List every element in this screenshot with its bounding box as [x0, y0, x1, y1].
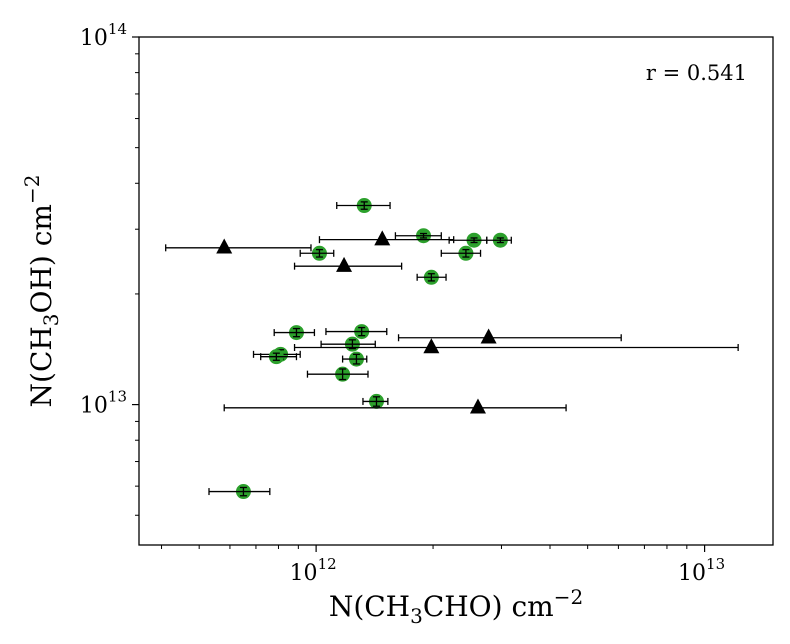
- y-axis-title-mid: OH) cm: [25, 204, 58, 313]
- detection-point: [394, 228, 442, 244]
- detection-point: [440, 245, 482, 261]
- x-axis-title-sup: −2: [554, 585, 583, 609]
- y-axis-title: N(CH3OH) cm−2: [20, 175, 63, 408]
- detection-point: [448, 232, 488, 248]
- point-marker: [423, 338, 440, 354]
- y-tick-label-exponent: 14: [108, 20, 127, 38]
- detection-point: [299, 245, 335, 261]
- plot-frame: [138, 36, 774, 546]
- x-tick-label-base: 10: [678, 561, 706, 586]
- point-marker: [480, 328, 497, 344]
- x-axis-title-sub: 3: [410, 604, 423, 628]
- x-axis-title: N(CH3CHO) cm−2: [329, 585, 583, 628]
- plot-area: [165, 198, 739, 500]
- x-tick-label-exponent: 12: [318, 555, 337, 573]
- y-axis-title-sup: −2: [20, 175, 44, 204]
- y-tick-label-exponent: 13: [108, 388, 127, 406]
- x-tick-label: 1013: [678, 555, 725, 586]
- upper-limit-point: [318, 230, 455, 246]
- detection-point: [486, 232, 512, 248]
- y-axis-title-pre: N(CH: [25, 326, 58, 407]
- x-axis-title-pre: N(CH: [329, 590, 410, 623]
- y-tick-label: 1014: [80, 20, 127, 51]
- detection-point: [320, 336, 376, 352]
- point-marker: [336, 256, 353, 272]
- correlation-annotation: r = 0.541: [646, 61, 747, 85]
- upper-limit-point: [223, 398, 567, 414]
- y-axis-title-sub: 3: [39, 313, 63, 326]
- detection-point: [273, 325, 316, 341]
- x-axis-title-mid: CHO) cm: [423, 590, 554, 623]
- point-marker: [374, 230, 391, 246]
- upper-limit-point: [165, 238, 312, 254]
- detection-point: [260, 349, 298, 365]
- point-marker: [469, 398, 486, 414]
- upper-limit-point: [293, 256, 403, 272]
- upper-limit-point: [397, 328, 622, 344]
- x-tick-label: 1012: [290, 555, 337, 586]
- detection-point: [341, 351, 368, 367]
- y-tick-label-base: 10: [80, 26, 108, 51]
- detection-point: [416, 269, 447, 285]
- x-tick-label-base: 10: [290, 561, 318, 586]
- x-tick-label-exponent: 13: [706, 555, 725, 573]
- y-tick-label-base: 10: [80, 394, 108, 419]
- detection-point: [306, 366, 369, 382]
- detection-point: [362, 393, 389, 409]
- detection-point: [208, 484, 271, 500]
- point-marker: [216, 238, 233, 254]
- detection-point: [336, 198, 391, 214]
- y-tick-label: 1013: [80, 388, 127, 419]
- upper-limit-point: [293, 338, 739, 354]
- detection-point: [325, 324, 388, 340]
